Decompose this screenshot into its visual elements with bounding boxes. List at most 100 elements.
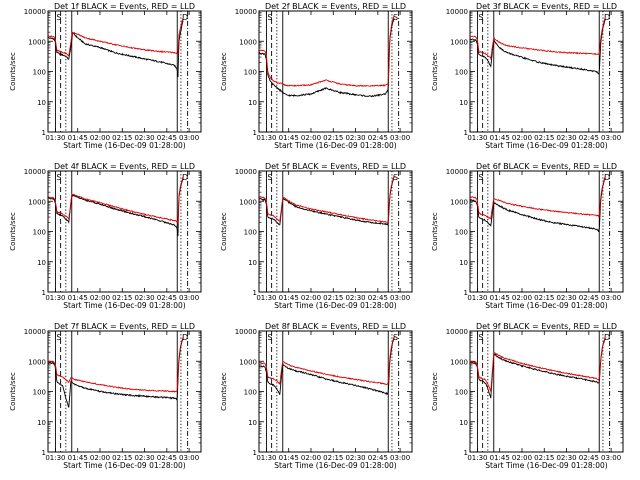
- time-marker-label: D: [182, 13, 188, 22]
- y-tick-label: 1000: [239, 38, 257, 46]
- x-tick-label: 03:00: [179, 134, 199, 142]
- y-tick-label: 100: [33, 69, 46, 77]
- x-tick-label: 02:45: [368, 294, 388, 302]
- lld-series-line: [48, 176, 184, 224]
- y-axis-label: Counts/sec: [9, 212, 17, 251]
- x-tick-label: 02:45: [579, 454, 599, 462]
- y-axis-label: Counts/sec: [9, 52, 17, 91]
- y-tick-label: 10: [37, 419, 46, 427]
- x-axis-label: Start Time (16-Dec-09 01:28:00): [274, 461, 396, 470]
- x-tick-label: 02:45: [157, 134, 177, 142]
- x-tick-label: 02:45: [579, 134, 599, 142]
- y-tick-label: 1: [42, 289, 46, 297]
- plot-frame: [469, 330, 624, 453]
- detector-panel-5: Det 5f BLACK = Events, RED = LLD 1 10 100 10…: [220, 162, 413, 310]
- x-tick-label: 01:45: [68, 454, 88, 462]
- x-tick-label: 01:45: [279, 454, 299, 462]
- x-tick-label: 02:45: [368, 454, 388, 462]
- detector-panel-9: Det 9f BLACK = Events, RED = LLD 1 10 100 10…: [431, 322, 624, 470]
- detector-panel-1: Det 1f BLACK = Events, RED = LLD 1 10 100 10…: [9, 2, 202, 150]
- events-series-line: [259, 18, 395, 98]
- y-tick-label: 10: [248, 99, 257, 107]
- x-tick-label: 02:15: [112, 454, 132, 462]
- x-tick-label: 01:45: [279, 134, 299, 142]
- x-tick-label: 02:00: [512, 134, 532, 142]
- time-marker-label: S: [56, 13, 61, 22]
- y-tick-label: 1: [253, 449, 257, 457]
- y-tick-label: 100: [33, 229, 46, 237]
- x-tick-label: 02:30: [556, 134, 576, 142]
- x-axis-label: Start Time (16-Dec-09 01:28:00): [274, 301, 396, 310]
- time-marker-label: D: [604, 333, 610, 342]
- x-tick-label: 01:30: [467, 134, 487, 142]
- x-tick-label: 03:00: [601, 134, 621, 142]
- x-tick-label: 03:00: [601, 294, 621, 302]
- x-tick-label: 01:30: [256, 454, 276, 462]
- x-tick-label: 03:00: [390, 134, 410, 142]
- lld-series-line: [259, 336, 395, 386]
- x-tick-label: 02:30: [134, 134, 154, 142]
- y-tick-label: 10: [459, 419, 468, 427]
- x-tick-label: 02:45: [368, 134, 388, 142]
- y-tick-label: 1: [42, 129, 46, 137]
- chart-title: Det 3f BLACK = Events, RED = LLD: [476, 2, 617, 11]
- x-tick-label: 02:15: [534, 294, 554, 302]
- y-tick-label: 1: [464, 289, 468, 297]
- x-tick-label: 02:00: [512, 454, 532, 462]
- x-tick-label: 03:00: [179, 454, 199, 462]
- x-axis-label: Start Time (16-Dec-09 01:28:00): [63, 301, 185, 310]
- y-tick-label: 1: [253, 129, 257, 137]
- detector-panel-2: Det 2f BLACK = Events, RED = LLD 1 10 100 10…: [220, 2, 413, 150]
- chart-title: Det 8f BLACK = Events, RED = LLD: [265, 322, 406, 331]
- x-tick-label: 02:15: [323, 294, 343, 302]
- chart-title: Det 6f BLACK = Events, RED = LLD: [476, 162, 617, 171]
- y-tick-label: 100: [455, 389, 468, 397]
- x-tick-label: 02:00: [512, 294, 532, 302]
- y-tick-label: 1000: [28, 38, 46, 46]
- lld-series-line: [470, 17, 606, 61]
- x-tick-label: 01:45: [68, 134, 88, 142]
- time-marker-label: S: [56, 333, 61, 342]
- x-tick-label: 01:30: [45, 454, 65, 462]
- events-series-line: [259, 176, 395, 226]
- x-axis-label: Start Time (16-Dec-09 01:28:00): [485, 141, 607, 150]
- y-tick-label: 100: [455, 229, 468, 237]
- x-tick-label: 02:15: [323, 134, 343, 142]
- x-tick-label: 02:00: [301, 294, 321, 302]
- y-tick-label: 1000: [239, 198, 257, 206]
- y-tick-label: 10: [248, 259, 257, 267]
- chart-title: Det 4f BLACK = Events, RED = LLD: [54, 162, 195, 171]
- y-tick-label: 100: [33, 389, 46, 397]
- chart-title: Det 9f BLACK = Events, RED = LLD: [476, 322, 617, 331]
- x-tick-label: 03:00: [390, 454, 410, 462]
- detector-panel-4: Det 4f BLACK = Events, RED = LLD 1 10 100 10…: [9, 162, 202, 310]
- x-tick-label: 01:30: [467, 294, 487, 302]
- x-tick-label: 02:15: [112, 294, 132, 302]
- y-axis-label: Counts/sec: [431, 52, 439, 91]
- x-tick-label: 01:45: [279, 294, 299, 302]
- x-axis-label: Start Time (16-Dec-09 01:28:00): [485, 301, 607, 310]
- y-tick-label: 1: [464, 129, 468, 137]
- time-marker-label: S: [478, 333, 483, 342]
- x-tick-label: 02:30: [134, 454, 154, 462]
- y-tick-label: 10000: [235, 168, 257, 176]
- x-tick-label: 02:00: [90, 294, 110, 302]
- x-tick-label: 01:30: [256, 134, 276, 142]
- y-tick-label: 100: [244, 389, 257, 397]
- detector-panel-3: Det 3f BLACK = Events, RED = LLD 1 10 100 10…: [431, 2, 624, 150]
- time-marker-label: S: [393, 13, 398, 22]
- plot-frame: [469, 170, 624, 293]
- y-tick-label: 10: [37, 99, 46, 107]
- events-series-line: [470, 177, 606, 233]
- events-series-line: [259, 337, 395, 396]
- x-tick-label: 02:00: [301, 454, 321, 462]
- y-tick-label: 100: [244, 229, 257, 237]
- x-tick-label: 02:15: [534, 134, 554, 142]
- plot-frame: [258, 170, 413, 293]
- y-tick-label: 10: [37, 259, 46, 267]
- x-tick-label: 02:00: [301, 134, 321, 142]
- y-tick-label: 10: [248, 419, 257, 427]
- time-marker-label: S: [267, 173, 272, 182]
- x-axis-label: Start Time (16-Dec-09 01:28:00): [274, 141, 396, 150]
- y-tick-label: 10: [459, 259, 468, 267]
